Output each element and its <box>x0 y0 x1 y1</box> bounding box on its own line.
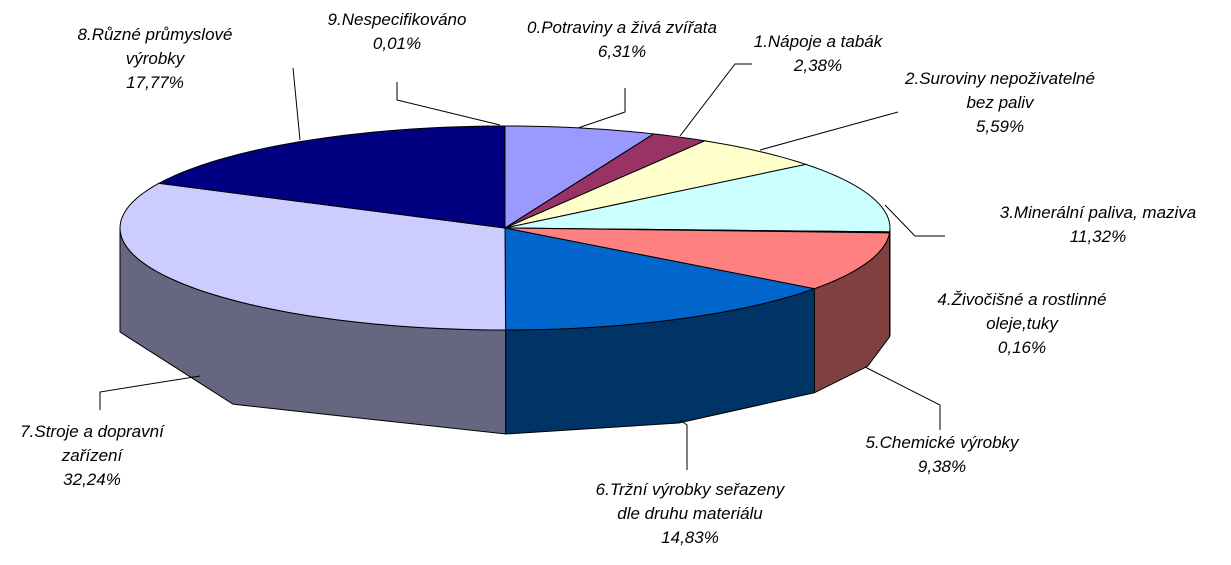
leader-line <box>679 63 752 137</box>
label-line: 2.Suroviny nepoživatelné <box>904 69 1095 88</box>
label-line: dle druhu materiálu <box>617 504 763 523</box>
slice <box>157 125 506 229</box>
leader-line <box>679 419 688 470</box>
leader-line <box>864 366 941 430</box>
label-line: bez paliv <box>966 93 1035 112</box>
value-label: 11,32% <box>1070 227 1126 246</box>
category-label: 4.Živočišné a rostlinné oleje,tuky <box>937 290 1106 333</box>
slice <box>504 140 808 229</box>
value-label: 17,77% <box>126 73 184 92</box>
leader-line <box>577 88 626 129</box>
slice <box>504 163 891 233</box>
leader-line <box>396 82 501 126</box>
label-line: 1.Nápoje a tabák <box>754 32 884 51</box>
leader-line <box>759 111 899 151</box>
leader-line <box>884 204 945 237</box>
value-label: 6,31% <box>598 42 646 61</box>
category-label: 3.Minerální paliva, maziva <box>1000 203 1197 222</box>
value-label: 14,83% <box>661 528 719 547</box>
leader-line <box>99 375 201 410</box>
value-label: 32,24% <box>63 470 121 489</box>
label-line: 3.Minerální paliva, maziva <box>1000 203 1197 222</box>
label-line: výrobky <box>126 49 186 68</box>
slice <box>504 227 817 331</box>
label-line: zařízení <box>61 446 125 465</box>
value-label: 5,59% <box>976 117 1024 136</box>
label-line: 6.Tržní výrobky seřazeny <box>596 480 786 499</box>
category-label: 8.Různé průmyslové výrobky <box>78 25 233 68</box>
value-label: 2,38% <box>793 56 842 75</box>
category-label: 5.Chemické výrobky <box>865 433 1020 452</box>
label-line: 4.Živočišné a rostlinné <box>937 290 1106 309</box>
slice <box>504 227 891 290</box>
label-line: oleje,tuky <box>986 314 1059 333</box>
leader-line <box>292 67 301 141</box>
label-line: 8.Různé průmyslové <box>78 25 233 44</box>
category-label: 7.Stroje a dopravní zařízení <box>20 422 166 465</box>
category-label: 0.Potraviny a živá zvířata <box>527 18 717 37</box>
label-line: 9.Nespecifikováno <box>328 10 467 29</box>
label-line: 5.Chemické výrobky <box>865 433 1020 452</box>
label-line: 7.Stroje a dopravní <box>20 422 166 441</box>
value-label: 9,38% <box>918 457 966 476</box>
slice <box>504 125 656 229</box>
slice <box>504 133 707 229</box>
label-line: 0.Potraviny a živá zvířata <box>527 18 717 37</box>
value-label: 0,01% <box>373 34 421 53</box>
value-label: 0,16% <box>998 338 1046 357</box>
category-label: 2.Suroviny nepoživatelné bez paliv <box>904 69 1095 112</box>
category-label: 6.Tržní výrobky seřazeny dle druhu materi… <box>596 480 786 523</box>
category-label: 1.Nápoje a tabák <box>754 32 884 51</box>
slice <box>119 182 507 331</box>
category-label: 9.Nespecifikováno <box>328 10 467 29</box>
